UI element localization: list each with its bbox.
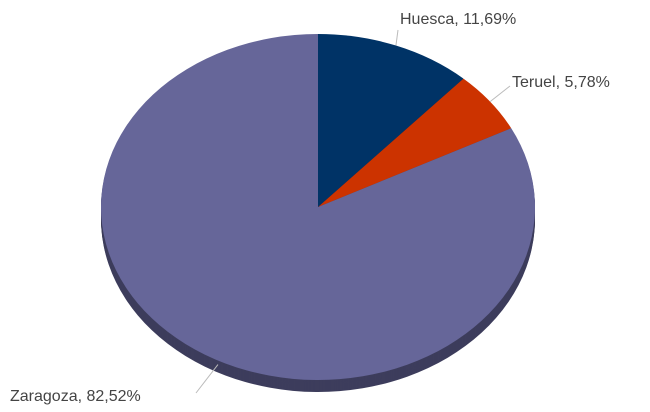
slice bbox=[318, 78, 512, 207]
leader-line bbox=[395, 29, 399, 46]
data-label: Teruel, 5,78% bbox=[512, 74, 610, 91]
slice bbox=[318, 34, 464, 207]
data-label: Zaragoza, 82,52% bbox=[10, 388, 141, 405]
slice bbox=[100, 34, 535, 380]
leader-line bbox=[489, 85, 511, 103]
leader-line bbox=[195, 364, 219, 394]
data-label: Huesca, 11,69% bbox=[400, 11, 516, 28]
